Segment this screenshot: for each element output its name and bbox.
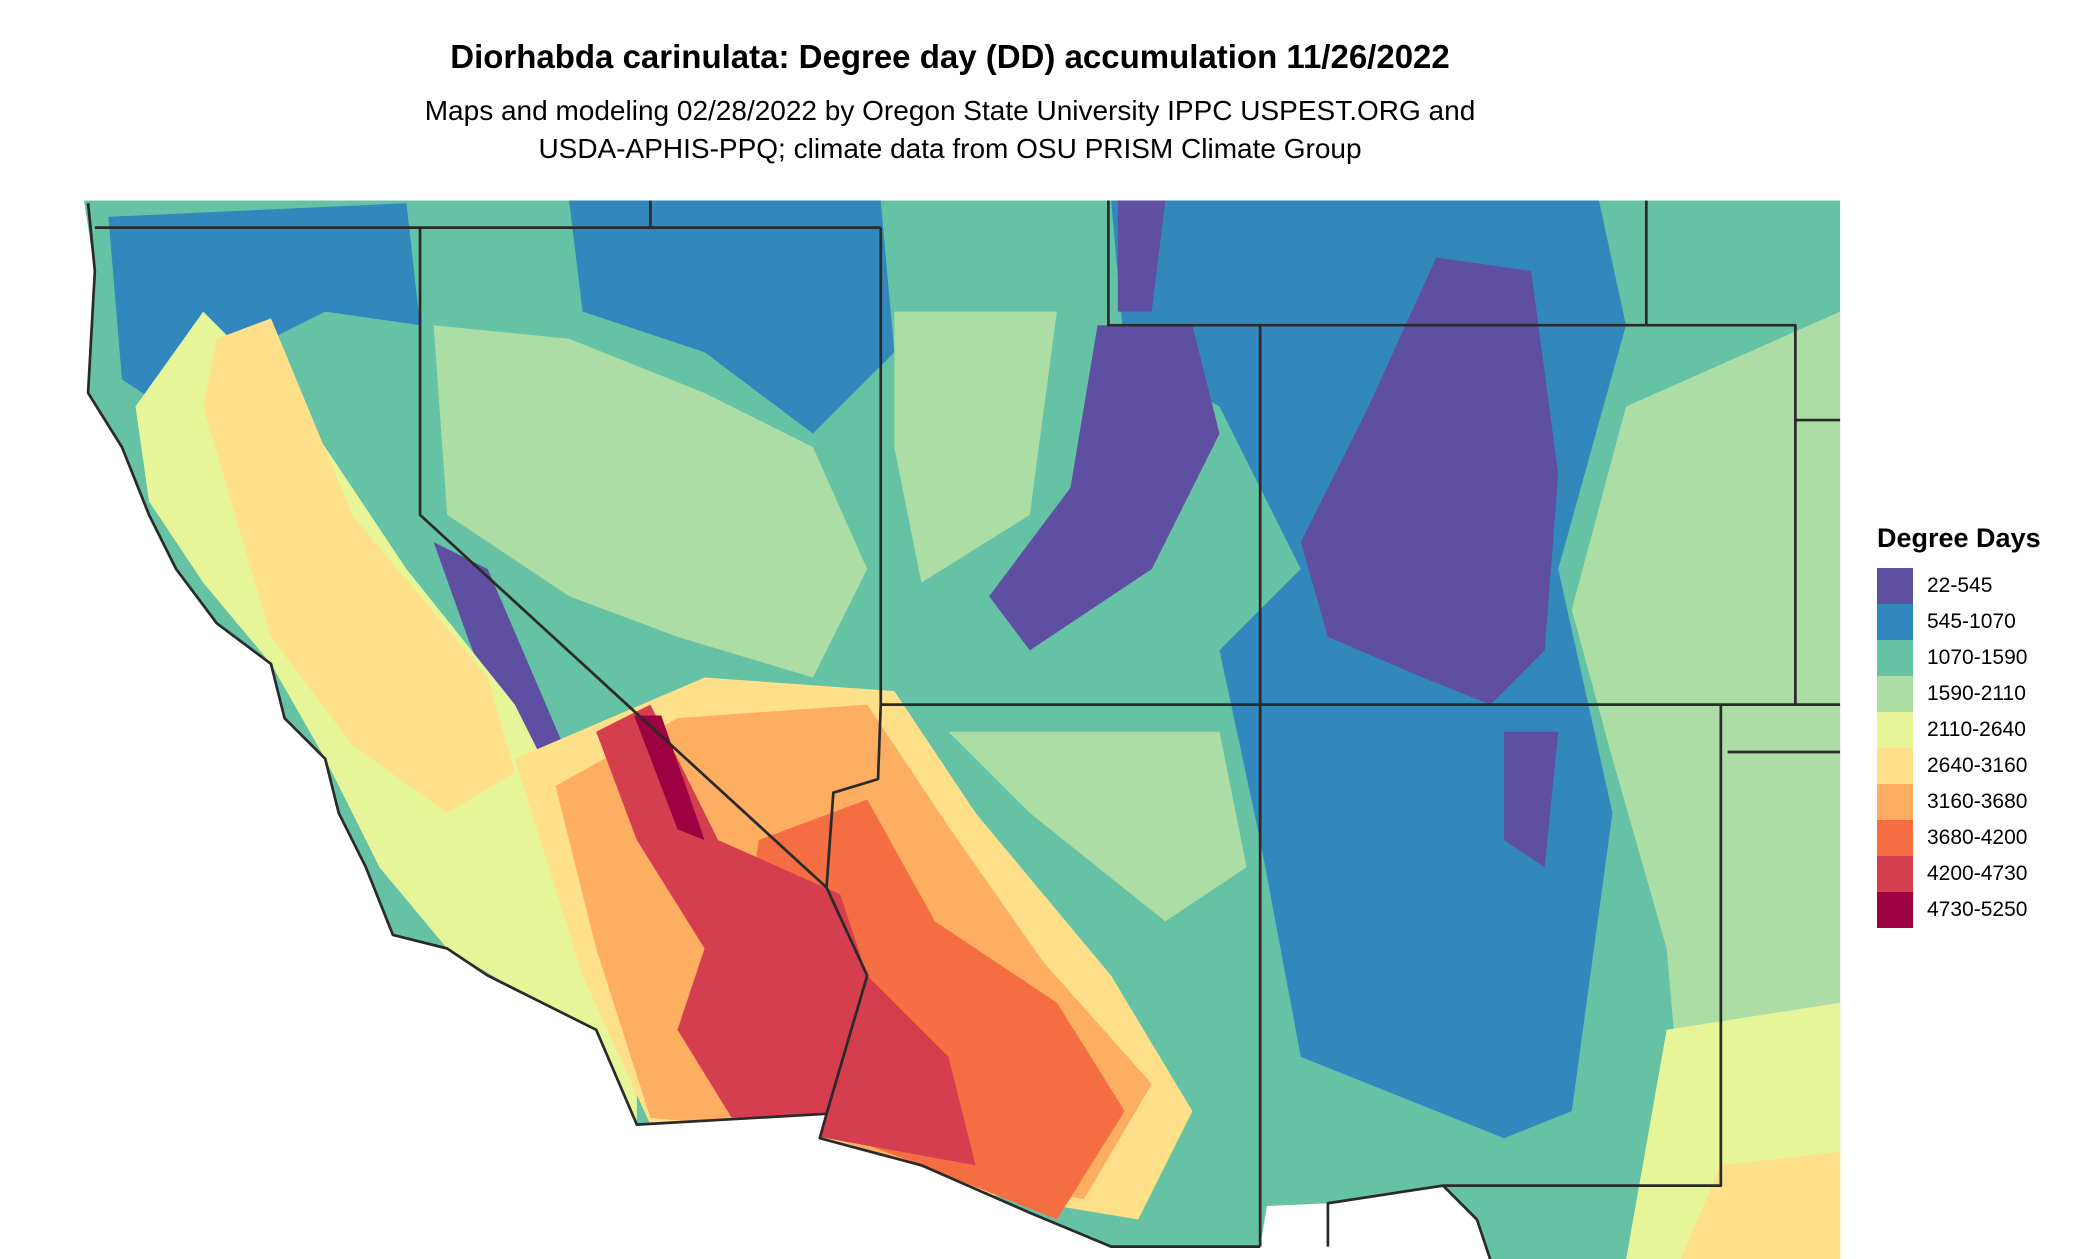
legend-label: 22-545 bbox=[1927, 574, 1993, 597]
legend-swatch bbox=[1877, 568, 1913, 604]
legend-label: 545-1070 bbox=[1927, 610, 2016, 633]
legend-item: 1590-2110 bbox=[1877, 676, 2041, 712]
legend-swatch bbox=[1877, 676, 1913, 712]
legend-swatch bbox=[1877, 784, 1913, 820]
legend-swatch bbox=[1877, 820, 1913, 856]
legend-item: 4200-4730 bbox=[1877, 856, 2041, 892]
state-borders bbox=[86, 200, 1841, 1259]
legend-label: 2640-3160 bbox=[1927, 754, 2028, 777]
legend-label: 1070-1590 bbox=[1927, 646, 2028, 669]
legend-label: 3160-3680 bbox=[1927, 790, 2028, 813]
map-subtitle: Maps and modeling 02/28/2022 by Oregon S… bbox=[0, 92, 1900, 168]
legend-item: 1070-1590 bbox=[1877, 640, 2041, 676]
legend-label: 3680-4200 bbox=[1927, 826, 2028, 849]
subtitle-line-2: USDA-APHIS-PPQ; climate data from OSU PR… bbox=[538, 133, 1362, 164]
legend-label: 1590-2110 bbox=[1927, 682, 2026, 705]
legend-item: 3160-3680 bbox=[1877, 784, 2041, 820]
legend-item: 545-1070 bbox=[1877, 604, 2041, 640]
legend-label: 4730-5250 bbox=[1927, 898, 2028, 921]
legend-item: 2640-3160 bbox=[1877, 748, 2041, 784]
legend-swatch bbox=[1877, 604, 1913, 640]
map-title: Diorhabda carinulata: Degree day (DD) ac… bbox=[450, 38, 1450, 75]
subtitle-line-1: Maps and modeling 02/28/2022 by Oregon S… bbox=[424, 95, 1476, 126]
legend-label: 2110-2640 bbox=[1927, 718, 2026, 741]
legend-swatch bbox=[1877, 892, 1913, 928]
legend-label: 4200-4730 bbox=[1927, 862, 2028, 885]
legend-item: 22-545 bbox=[1877, 568, 2041, 604]
legend-swatch bbox=[1877, 748, 1913, 784]
legend-swatch bbox=[1877, 856, 1913, 892]
legend-title: Degree Days bbox=[1877, 523, 2041, 553]
raster-layer bbox=[74, 200, 1841, 1259]
legend-swatch bbox=[1877, 640, 1913, 676]
legend-item: 4730-5250 bbox=[1877, 892, 2041, 928]
legend-item: 3680-4200 bbox=[1877, 820, 2041, 856]
legend: Degree Days 22-545 545-1070 1070-1590 1590-… bbox=[1877, 523, 2041, 928]
legend-item: 2110-2640 bbox=[1877, 712, 2041, 748]
legend-swatch bbox=[1877, 712, 1913, 748]
